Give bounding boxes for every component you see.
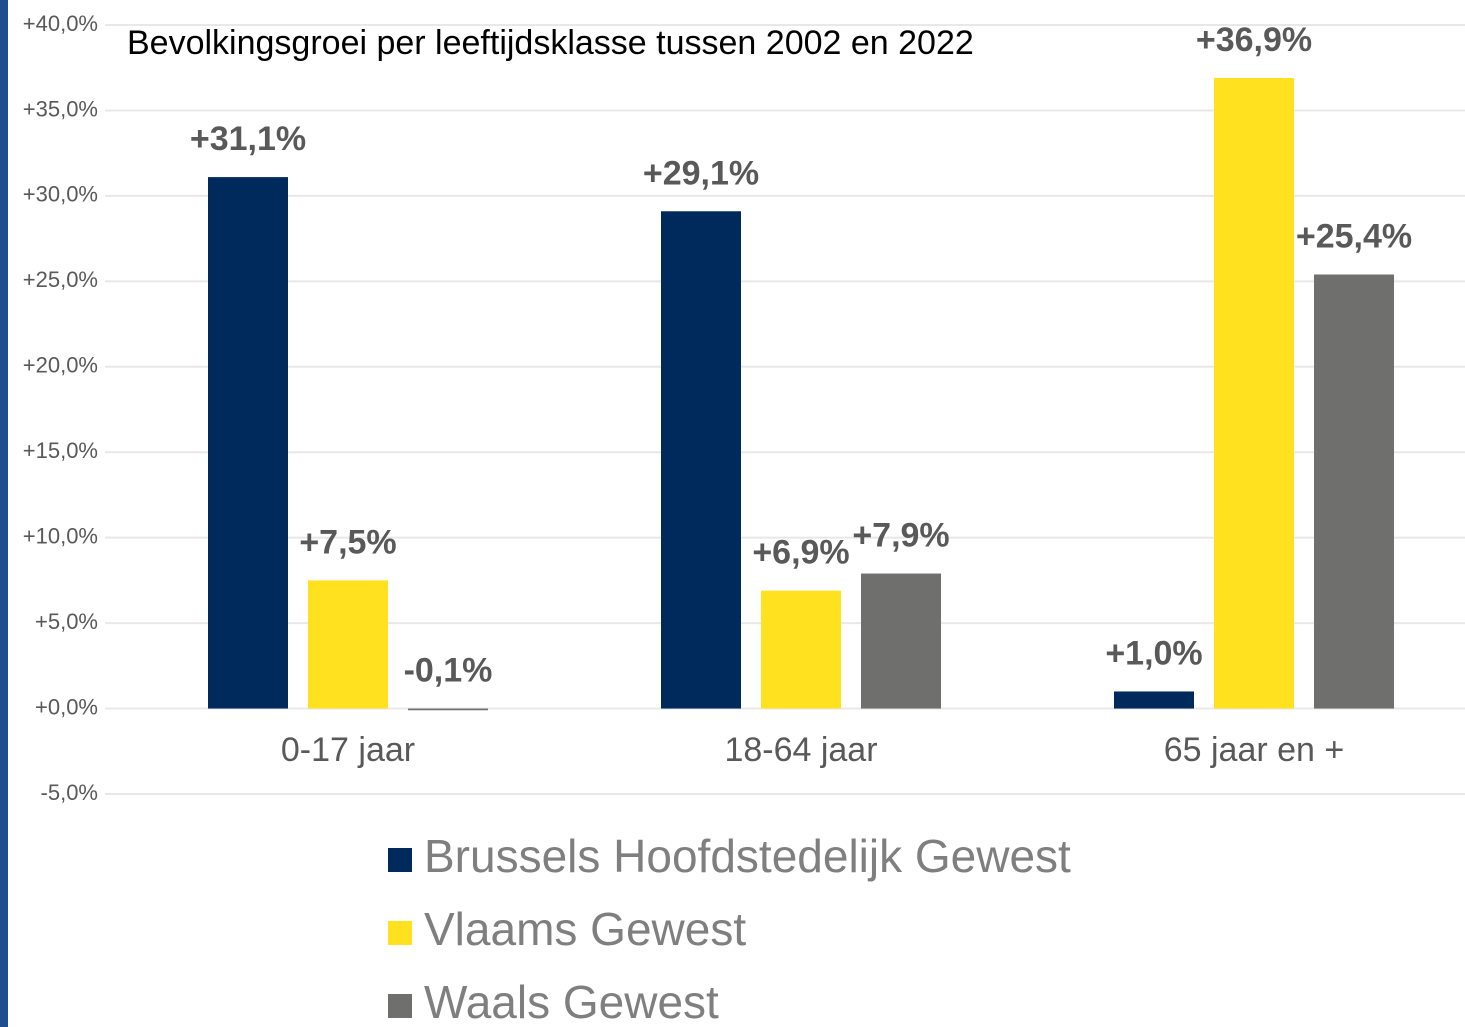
x-tick-label: 18-64 jaar bbox=[724, 731, 877, 769]
y-tick-label: +40,0% bbox=[23, 11, 98, 36]
legend-swatch bbox=[388, 994, 412, 1018]
bar bbox=[761, 590, 841, 709]
y-tick-label: -5,0% bbox=[41, 780, 98, 805]
x-tick-label: 65 jaar en + bbox=[1164, 731, 1345, 769]
value-label: +29,1% bbox=[643, 154, 759, 192]
side-strip bbox=[0, 0, 8, 1027]
legend-swatch bbox=[388, 848, 412, 872]
value-label: -0,1% bbox=[404, 652, 493, 690]
legend-label: Waals Gewest bbox=[424, 976, 719, 1027]
value-label: +25,4% bbox=[1296, 217, 1412, 255]
value-label: +7,5% bbox=[299, 523, 396, 561]
chart-title: Bevolkingsgroei per leeftijdsklasse tuss… bbox=[127, 24, 974, 62]
y-tick-label: +15,0% bbox=[23, 438, 98, 463]
legend-label: Vlaams Gewest bbox=[424, 903, 746, 955]
bar bbox=[1214, 77, 1294, 709]
legend-label: Brussels Hoofdstedelijk Gewest bbox=[424, 830, 1071, 882]
bar bbox=[1114, 691, 1194, 709]
bar bbox=[408, 708, 488, 711]
y-tick-label: +25,0% bbox=[23, 267, 98, 292]
legend-swatch bbox=[388, 921, 412, 945]
y-tick-label: +35,0% bbox=[23, 96, 98, 121]
bar bbox=[861, 573, 941, 709]
x-tick-label: 0-17 jaar bbox=[281, 731, 415, 769]
bar bbox=[308, 580, 388, 709]
y-tick-label: +10,0% bbox=[23, 523, 98, 548]
value-label: +31,1% bbox=[190, 120, 306, 158]
value-label: +36,9% bbox=[1196, 21, 1312, 59]
bar bbox=[208, 177, 288, 709]
y-tick-label: +5,0% bbox=[35, 609, 98, 634]
value-label: +7,9% bbox=[852, 517, 949, 555]
bar bbox=[1314, 274, 1394, 709]
value-label: +1,0% bbox=[1105, 634, 1202, 672]
value-label: +6,9% bbox=[752, 534, 849, 572]
y-tick-label: +20,0% bbox=[23, 353, 98, 378]
y-tick-label: +0,0% bbox=[35, 694, 98, 719]
bar bbox=[661, 211, 741, 709]
y-tick-label: +30,0% bbox=[23, 182, 98, 207]
